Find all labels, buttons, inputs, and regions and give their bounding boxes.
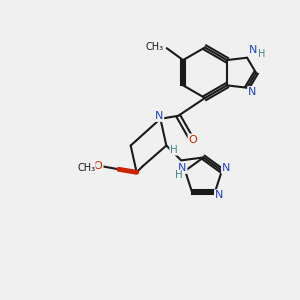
Text: N: N (249, 45, 257, 55)
Text: N: N (222, 163, 230, 173)
Text: N: N (178, 163, 186, 173)
Text: O: O (94, 161, 102, 171)
Text: N: N (155, 111, 163, 121)
Text: H: H (258, 49, 266, 59)
Text: N: N (215, 190, 224, 200)
Text: N: N (248, 87, 256, 97)
Text: CH₃: CH₃ (145, 42, 163, 52)
Text: O: O (189, 135, 197, 145)
Text: H: H (170, 145, 178, 155)
Text: H: H (175, 170, 183, 180)
Text: CH₃: CH₃ (77, 163, 95, 173)
